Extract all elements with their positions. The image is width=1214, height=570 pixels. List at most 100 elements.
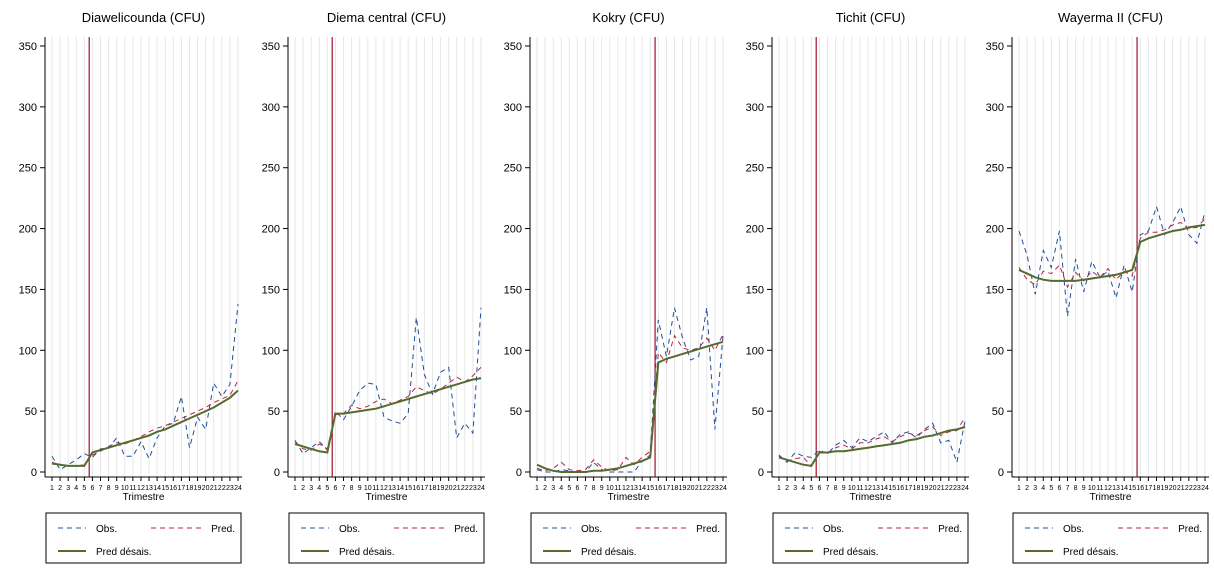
x-tick-label: 12 bbox=[622, 485, 630, 492]
legend-box bbox=[772, 512, 969, 564]
x-tick-label: 1 bbox=[1017, 485, 1021, 492]
x-tick-label: 20 bbox=[202, 485, 210, 492]
y-tick-label: 350 bbox=[262, 41, 280, 53]
y-tick-label: 100 bbox=[262, 345, 280, 357]
series-obs-line bbox=[536, 307, 724, 473]
x-tick-label: 16 bbox=[412, 485, 420, 492]
y-tick-label: 150 bbox=[746, 284, 764, 296]
y-tick-label: 200 bbox=[746, 224, 764, 236]
x-tick-label: 7 bbox=[584, 485, 588, 492]
y-tick-label: 150 bbox=[262, 284, 280, 296]
x-tick-label: 6 bbox=[817, 485, 821, 492]
x-tick-label: 17 bbox=[177, 485, 185, 492]
y-tick-label: 50 bbox=[752, 406, 764, 418]
x-tick-label: 9 bbox=[600, 485, 604, 492]
x-tick-label: 23 bbox=[1193, 485, 1201, 492]
y-tick-label: 50 bbox=[25, 406, 37, 418]
x-tick-label: 13 bbox=[872, 485, 880, 492]
legend-box bbox=[1012, 512, 1209, 564]
legend-obs-label: Obs. bbox=[96, 524, 117, 535]
x-tick-label: 5 bbox=[809, 485, 813, 492]
x-tick-label: 23 bbox=[469, 485, 477, 492]
x-tick-label: 22 bbox=[1185, 485, 1193, 492]
x-tick-label: 11 bbox=[1096, 485, 1103, 492]
series-pred-line bbox=[1018, 218, 1206, 289]
x-tick-label: 18 bbox=[1153, 485, 1161, 492]
x-tick-label: 14 bbox=[153, 485, 161, 492]
y-tick-label: 150 bbox=[986, 284, 1004, 296]
y-tick-label: 0 bbox=[516, 467, 522, 479]
y-tick-label: 300 bbox=[504, 102, 522, 114]
x-tick-label: 14 bbox=[1120, 485, 1128, 492]
series-pred-desais-line bbox=[294, 377, 482, 454]
legend: Obs. Pred. Pred désais. bbox=[530, 512, 727, 564]
x-tick-label: 15 bbox=[646, 485, 654, 492]
x-tick-label: 8 bbox=[834, 485, 838, 492]
legend-pred-label: Pred. bbox=[938, 524, 962, 535]
x-tick-label: 11 bbox=[614, 485, 621, 492]
x-axis-label: Trimestre bbox=[1090, 492, 1132, 503]
x-tick-label: 12 bbox=[864, 485, 872, 492]
x-tick-label: 10 bbox=[364, 485, 372, 492]
x-tick-label: 14 bbox=[396, 485, 404, 492]
x-tick-label: 10 bbox=[606, 485, 614, 492]
x-tick-label: 21 bbox=[695, 485, 703, 492]
y-tick-label: 250 bbox=[19, 163, 37, 175]
x-tick-label: 13 bbox=[1112, 485, 1120, 492]
x-axis-label: Trimestre bbox=[123, 492, 165, 503]
x-tick-label: 4 bbox=[559, 485, 563, 492]
legend-pred-desais-label: Pred désais. bbox=[339, 547, 395, 558]
y-tick-label: 100 bbox=[19, 345, 37, 357]
y-tick-label: 300 bbox=[986, 102, 1004, 114]
y-tick-label: 200 bbox=[19, 224, 37, 236]
legend-pred-label: Pred. bbox=[211, 524, 235, 535]
x-tick-label: 21 bbox=[210, 485, 218, 492]
x-tick-label: 14 bbox=[638, 485, 646, 492]
series-obs-line bbox=[51, 303, 239, 471]
x-tick-label: 3 bbox=[793, 485, 797, 492]
series-pred-line bbox=[51, 380, 239, 467]
x-tick-label: 22 bbox=[461, 485, 469, 492]
legend: Obs. Pred. Pred désais. bbox=[1012, 512, 1209, 564]
x-tick-label: 7 bbox=[1066, 485, 1070, 492]
x-tick-label: 15 bbox=[161, 485, 169, 492]
x-tick-label: 2 bbox=[1025, 485, 1029, 492]
x-tick-label: 21 bbox=[453, 485, 461, 492]
x-tick-label: 8 bbox=[1074, 485, 1078, 492]
x-axis-label: Trimestre bbox=[366, 492, 408, 503]
y-tick-label: 250 bbox=[746, 163, 764, 175]
legend-pred-desais-label: Pred désais. bbox=[581, 547, 637, 558]
x-tick-label: 22 bbox=[218, 485, 226, 492]
x-tick-label: 17 bbox=[420, 485, 428, 492]
x-tick-label: 24 bbox=[477, 485, 485, 492]
legend-pred-label: Pred. bbox=[454, 524, 478, 535]
y-tick-label: 0 bbox=[998, 467, 1004, 479]
y-tick-label: 100 bbox=[746, 345, 764, 357]
x-tick-label: 15 bbox=[1128, 485, 1136, 492]
x-tick-label: 19 bbox=[194, 485, 202, 492]
x-tick-label: 3 bbox=[551, 485, 555, 492]
x-tick-label: 3 bbox=[1033, 485, 1037, 492]
x-tick-label: 20 bbox=[929, 485, 937, 492]
x-tick-label: 5 bbox=[567, 485, 571, 492]
x-tick-label: 9 bbox=[115, 485, 119, 492]
legend-box bbox=[45, 512, 242, 564]
y-tick-label: 350 bbox=[19, 41, 37, 53]
x-tick-label: 16 bbox=[169, 485, 177, 492]
x-tick-label: 18 bbox=[186, 485, 194, 492]
x-tick-label: 7 bbox=[342, 485, 346, 492]
series-pred-desais-line bbox=[536, 340, 724, 473]
y-tick-label: 300 bbox=[19, 102, 37, 114]
x-tick-label: 16 bbox=[896, 485, 904, 492]
y-tick-label: 250 bbox=[262, 163, 280, 175]
series-pred-desais-line bbox=[778, 426, 966, 467]
x-tick-label: 7 bbox=[99, 485, 103, 492]
legend-obs-label: Obs. bbox=[823, 524, 844, 535]
y-tick-label: 0 bbox=[31, 467, 37, 479]
x-tick-label: 24 bbox=[719, 485, 727, 492]
legend-obs-label: Obs. bbox=[339, 524, 360, 535]
x-tick-label: 1 bbox=[293, 485, 297, 492]
x-tick-label: 3 bbox=[66, 485, 70, 492]
y-tick-label: 250 bbox=[504, 163, 522, 175]
